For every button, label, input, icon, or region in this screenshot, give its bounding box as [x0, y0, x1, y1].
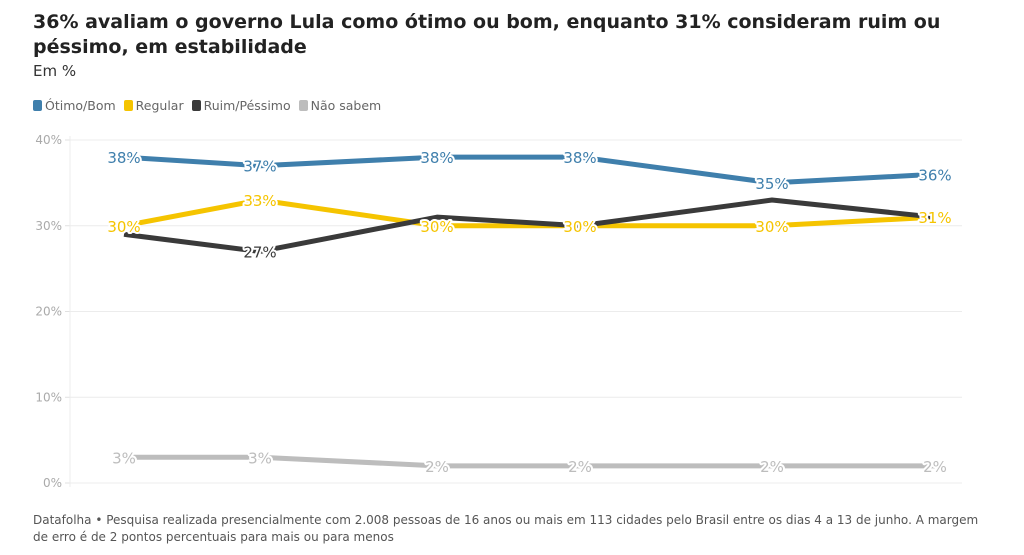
series-line--timo-bom — [123, 154, 936, 186]
data-label-halo: 30% — [420, 218, 453, 236]
legend-label: Ótimo/Bom — [45, 98, 116, 113]
legend-label: Ruim/Péssimo — [203, 98, 291, 113]
data-label: 30% — [107, 218, 140, 236]
data-label: 30% — [420, 218, 453, 236]
y-tick-label: 40% — [35, 133, 62, 147]
source-note: Datafolha • Pesquisa realizada presencia… — [33, 513, 979, 544]
data-label-halo: 38% — [420, 149, 453, 167]
data-label: 3% — [112, 449, 136, 467]
data-label-halo: 33% — [243, 192, 276, 210]
chart-title: 36% avaliam o governo Lula como ótimo ou… — [33, 11, 941, 58]
data-label-halo: 2% — [760, 458, 784, 476]
legend-item-regular[interactable]: Regular — [123, 98, 184, 113]
y-tick-label: 30% — [35, 219, 62, 233]
data-label-halo: 27% — [243, 243, 276, 261]
data-label: 3% — [248, 449, 272, 467]
legend-item-otimo-bom[interactable]: Ótimo/Bom — [33, 98, 116, 113]
data-label: 27% — [243, 243, 276, 261]
data-label-halo: 3% — [248, 449, 272, 467]
series-line-regular — [123, 197, 936, 229]
legend-swatch — [191, 100, 201, 111]
data-label-halo: 35% — [755, 175, 788, 193]
chart-subtitle: Em % — [33, 62, 77, 80]
data-label-halo: 37% — [243, 158, 276, 176]
data-label-halo: 30% — [755, 218, 788, 236]
data-label: 2% — [425, 458, 449, 476]
series-line-ruim-p-ssimo — [123, 197, 936, 254]
data-label-halo: 30% — [563, 218, 596, 236]
y-tick-label: 20% — [35, 305, 62, 319]
data-label: 31% — [918, 209, 951, 227]
data-label-halo: 3% — [112, 449, 136, 467]
data-label-halo: 2% — [425, 458, 449, 476]
data-label: 2% — [923, 458, 947, 476]
data-label: 2% — [760, 458, 784, 476]
data-label-halo: 2% — [568, 458, 592, 476]
data-label-halo: 38% — [563, 149, 596, 167]
series-line-n-o-sabem — [124, 454, 935, 469]
legend-swatch — [298, 100, 308, 111]
data-label-halo: 36% — [918, 166, 951, 184]
data-label: 30% — [563, 218, 596, 236]
data-label-halo: 30% — [107, 218, 140, 236]
data-label-halo: 31% — [918, 209, 951, 227]
data-label: 38% — [420, 149, 453, 167]
data-label: 37% — [243, 158, 276, 176]
data-label: 38% — [107, 149, 140, 167]
data-label: 30% — [755, 218, 788, 236]
legend-label: Não sabem — [310, 98, 382, 113]
data-label: 2% — [568, 458, 592, 476]
legend-item-ruim-pessimo[interactable]: Ruim/Péssimo — [191, 98, 291, 113]
legend-swatch — [33, 100, 42, 111]
legend-swatch — [123, 100, 133, 111]
data-label-halo: 2% — [923, 458, 947, 476]
data-label: 36% — [918, 166, 951, 184]
data-label: 35% — [755, 175, 788, 193]
y-tick-label: 10% — [35, 390, 62, 404]
legend-label: Regular — [135, 98, 184, 113]
legend: Ótimo/Bom Regular Ruim/Péssimo Não sabem — [33, 98, 381, 113]
data-label-halo: 38% — [107, 149, 140, 167]
y-tick-label: 0% — [43, 476, 62, 490]
data-label: 33% — [243, 192, 276, 210]
legend-item-nao-sabem[interactable]: Não sabem — [298, 98, 382, 113]
data-label: 38% — [563, 149, 596, 167]
